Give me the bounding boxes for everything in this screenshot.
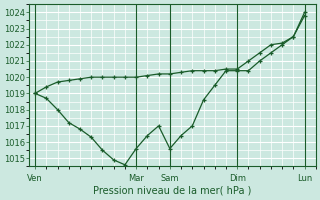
X-axis label: Pression niveau de la mer( hPa ): Pression niveau de la mer( hPa ) (93, 186, 252, 196)
